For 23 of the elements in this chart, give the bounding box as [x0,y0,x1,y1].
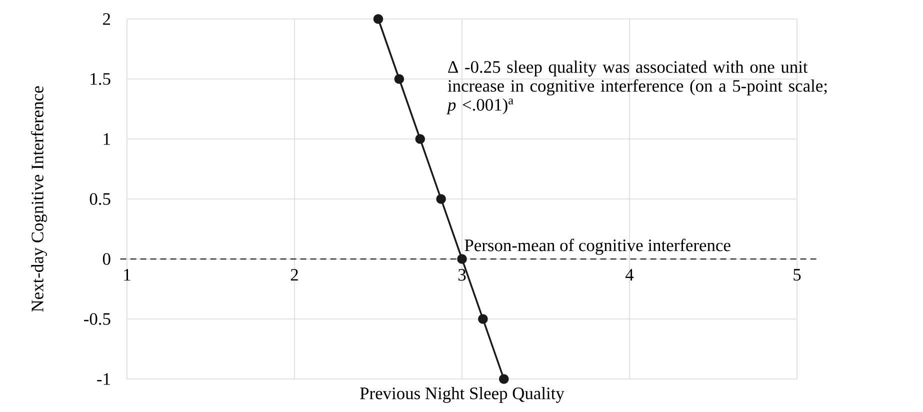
point [415,134,426,144]
y-tick-label: -0.5 [84,313,110,325]
y-tick-label: -1 [97,373,110,385]
x-tick-label: 1 [124,269,130,281]
y-tick-label: 0.5 [90,193,110,205]
point [394,74,404,84]
y-tick-label: 0 [102,253,110,265]
point [498,374,509,384]
annotation: Δ -0.25 sleep quality was associated with one unit increase in cognitive interference (on a 5-point scale; p <.001)$^{a}$ [446,60,827,114]
y-axis-title: Next-day Cognitive Interference [30,86,47,312]
x-tick-label: 2 [290,269,298,281]
point [436,194,446,204]
ref-line-label: Person-mean of cognitive interference [464,238,730,255]
x-axis-title: Previous Night Sleep Quality [360,387,564,403]
y-tick-label: 2 [103,13,110,25]
x-tick-label: 3 [458,269,466,281]
x-tick-label: 5 [794,269,801,281]
point [478,314,488,324]
y-tick-label: 1.5 [90,73,110,85]
point [373,14,384,24]
point [457,254,467,264]
y-tick-label: 1 [104,133,110,145]
x-tick-label: 4 [625,269,634,280]
